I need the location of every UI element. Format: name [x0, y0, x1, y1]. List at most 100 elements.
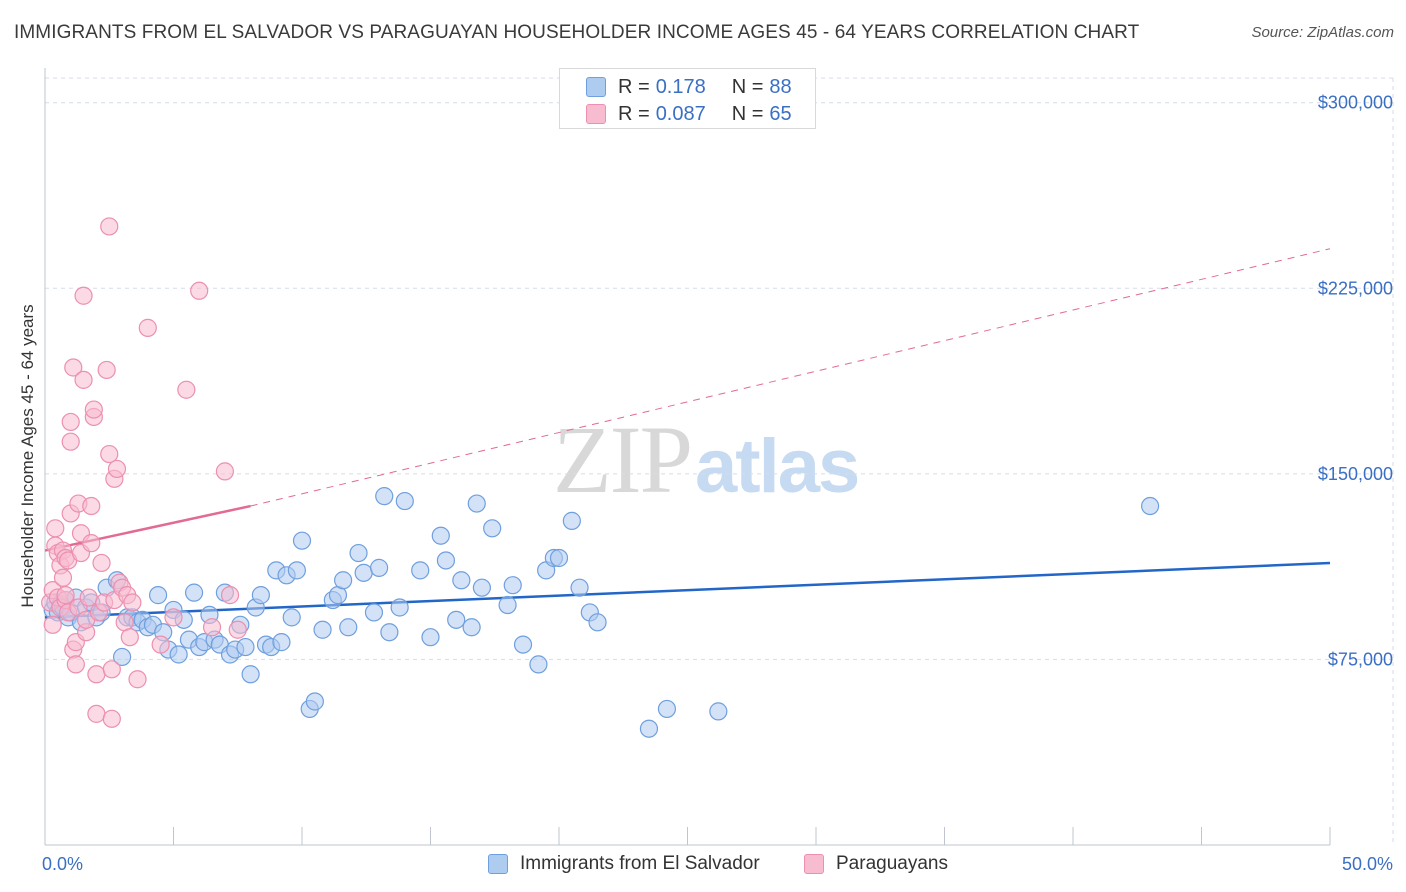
point-paraguayans: [64, 358, 83, 377]
point-el-salvador: [184, 583, 204, 602]
axes: [44, 68, 1331, 846]
point-paraguayans: [74, 370, 93, 389]
point-paraguayans: [128, 670, 147, 689]
point-paraguayans: [61, 412, 80, 432]
point-el-salvador: [483, 519, 502, 538]
point-el-salvador: [354, 563, 373, 582]
point-paraguayans: [43, 615, 62, 634]
point-el-salvador: [236, 637, 255, 657]
legend-r-label: R =: [618, 75, 650, 98]
point-el-salvador: [148, 586, 168, 605]
point-el-salvador: [334, 571, 353, 590]
legend-r-value: 0.178: [655, 75, 706, 98]
point-paraguayans: [56, 586, 75, 605]
point-el-salvador: [390, 598, 409, 617]
point-el-salvador: [709, 702, 728, 721]
legend-n-label: N =: [731, 75, 764, 98]
point-paraguayans: [215, 462, 234, 481]
point-el-salvador: [272, 633, 291, 652]
bottom-legend-label: Paraguayans: [836, 853, 948, 874]
point-el-salvador: [1140, 496, 1160, 516]
point-el-salvador: [411, 561, 430, 580]
point-el-salvador: [503, 576, 522, 595]
point-el-salvador: [588, 613, 607, 632]
point-el-salvador: [305, 692, 324, 711]
point-paraguayans: [97, 360, 116, 380]
point-paraguayans: [177, 380, 196, 399]
point-el-salvador: [339, 618, 358, 637]
trend-lines: [44, 248, 1331, 619]
point-paraguayans: [92, 553, 111, 573]
bottom-legend-el-salvador: Immigrants from El Salvador: [488, 852, 760, 876]
point-el-salvador: [549, 548, 569, 568]
grid-lines: [45, 77, 1394, 845]
point-el-salvador: [241, 665, 260, 684]
point-el-salvador: [639, 719, 659, 738]
point-el-salvador: [513, 635, 533, 654]
correlation-legend: R = 0.178 N = 88 R = 0.087 N = 65: [559, 68, 816, 129]
legend-row-pink: R = 0.087 N = 65: [586, 102, 792, 126]
legend-n-label: N =: [731, 102, 764, 125]
trend-line-el-salvador: [44, 561, 1331, 619]
point-el-salvador: [292, 531, 312, 550]
legend-n-value: 65: [769, 102, 792, 125]
point-paraguayans: [53, 568, 73, 587]
point-paraguayans: [151, 635, 170, 654]
trend-line-paraguayans-extended: [250, 248, 1331, 507]
trend-line-paraguayans: [44, 504, 251, 552]
point-paraguayans: [202, 618, 222, 637]
point-el-salvador: [364, 603, 384, 622]
y-tick-label: $75,000: [1328, 649, 1393, 669]
point-paraguayans: [164, 608, 183, 627]
point-el-salvador: [431, 526, 450, 545]
point-paraguayans: [100, 444, 119, 464]
y-tick-label: $225,000: [1318, 278, 1393, 298]
point-paraguayans: [82, 496, 101, 516]
point-el-salvador: [657, 699, 677, 719]
chart-title: IMMIGRANTS FROM EL SALVADOR VS PARAGUAYA…: [14, 22, 1140, 43]
point-paraguayans: [120, 628, 139, 647]
legend-r-label: R =: [618, 102, 650, 125]
legend-r-value: 0.087: [655, 102, 706, 125]
point-paraguayans: [82, 534, 101, 553]
point-paraguayans: [107, 459, 127, 479]
point-paraguayans: [138, 318, 157, 337]
y-tick-label: $300,000: [1318, 93, 1393, 113]
point-paraguayans: [123, 593, 142, 612]
point-el-salvador: [562, 511, 581, 530]
point-paraguayans: [66, 655, 85, 674]
point-el-salvador: [570, 578, 589, 597]
data-points: [41, 217, 1160, 738]
point-paraguayans: [87, 704, 106, 723]
point-paraguayans: [46, 519, 65, 538]
point-el-salvador: [498, 595, 517, 615]
point-el-salvador: [421, 628, 440, 647]
point-el-salvador: [395, 491, 414, 511]
bottom-legend-label: Immigrants from El Salvador: [520, 853, 760, 874]
point-el-salvador: [375, 487, 394, 506]
legend-swatch-blue: [586, 77, 606, 97]
point-paraguayans: [87, 665, 106, 684]
point-el-salvador: [436, 551, 456, 570]
point-el-salvador: [349, 543, 368, 563]
point-el-salvador: [313, 620, 332, 639]
point-paraguayans: [190, 281, 209, 300]
point-paraguayans: [228, 620, 247, 639]
point-paraguayans: [102, 709, 121, 728]
point-paraguayans: [61, 432, 80, 451]
point-paraguayans: [100, 217, 119, 236]
source-credit: Source: ZipAtlas.com: [1251, 24, 1394, 41]
point-paraguayans: [79, 588, 98, 607]
legend-row-blue: R = 0.178 N = 88: [586, 75, 792, 99]
point-paraguayans: [84, 400, 103, 419]
bottom-legend-swatch-blue: [488, 854, 508, 874]
point-el-salvador: [462, 618, 481, 637]
point-el-salvador: [370, 558, 389, 577]
point-paraguayans: [220, 586, 240, 605]
x-tick-label: 0.0%: [42, 854, 83, 874]
point-el-salvador: [467, 494, 486, 513]
point-el-salvador: [169, 645, 188, 664]
point-el-salvador: [529, 655, 548, 674]
watermark-zip: ZIP: [553, 406, 693, 513]
